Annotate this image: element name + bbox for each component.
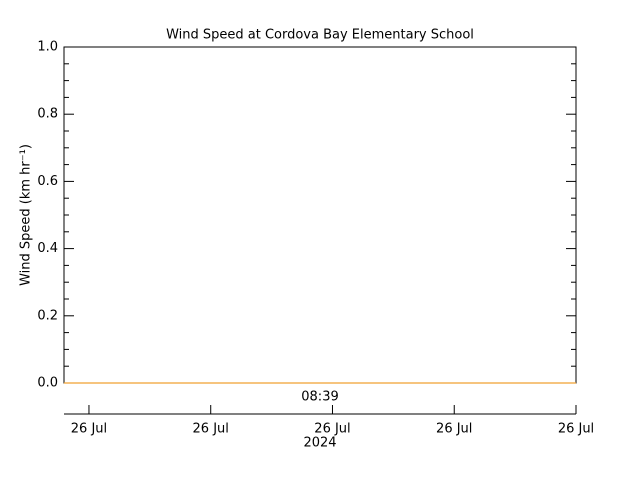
- x-tick-label: 26 Jul: [558, 422, 594, 437]
- y-tick-label: 0.0: [37, 376, 58, 391]
- y-tick-label: 0.6: [37, 174, 58, 189]
- x-tick-label: 26 Jul: [436, 422, 472, 437]
- x-tick-label: 26 Jul: [193, 422, 229, 437]
- x-axis-label: 2024: [303, 436, 336, 451]
- y-tick-label: 0.8: [37, 107, 58, 122]
- annotation: 08:39: [301, 390, 338, 405]
- x-tick-label: 26 Jul: [71, 422, 107, 437]
- y-axis-label: Wind Speed (km hr⁻¹): [19, 144, 34, 286]
- y-tick-label: 0.4: [37, 241, 58, 256]
- y-tick-label: 1.0: [37, 40, 58, 55]
- x-tick-label: 26 Jul: [314, 422, 350, 437]
- y-tick-label: 0.2: [37, 308, 58, 323]
- chart-title: Wind Speed at Cordova Bay Elementary Sch…: [166, 28, 474, 43]
